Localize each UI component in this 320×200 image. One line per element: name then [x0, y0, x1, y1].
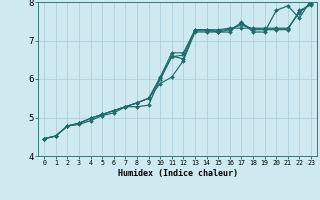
X-axis label: Humidex (Indice chaleur): Humidex (Indice chaleur) — [118, 169, 238, 178]
